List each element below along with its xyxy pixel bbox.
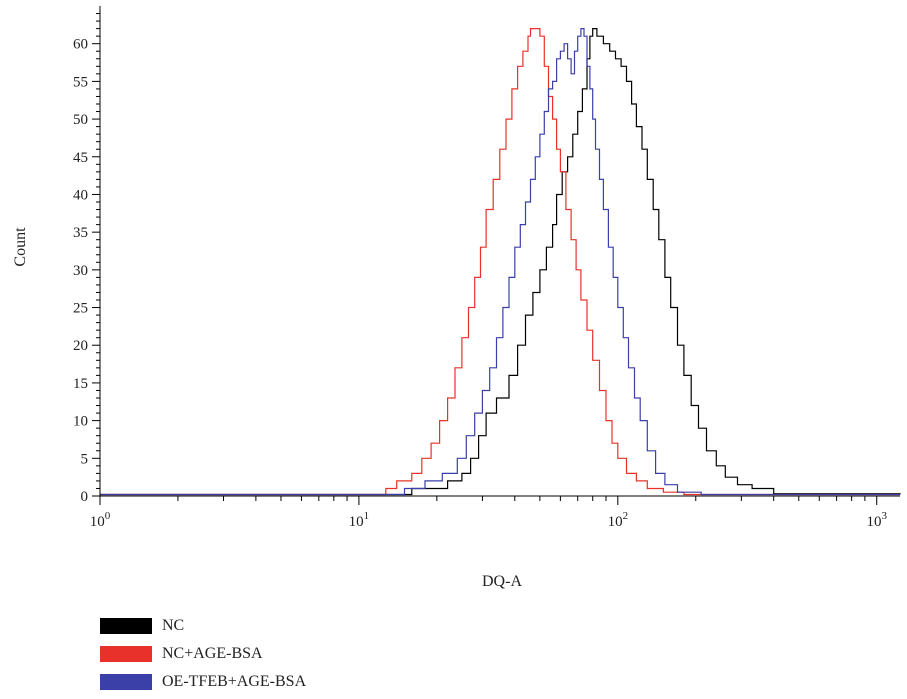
y-tick-label: 50	[73, 112, 88, 128]
legend-swatch-nc	[100, 618, 152, 634]
legend-item-oe-tfeb-age-bsa: OE-TFEB+AGE-BSA	[100, 668, 306, 696]
y-tick-label: 25	[73, 301, 88, 317]
y-tick-label: 35	[73, 225, 88, 241]
flow-histogram-chart: 0 5 10 15 20 25 30 35 40 45 50 55 60 100 101 102 103 Cou…	[12, 6, 901, 590]
legend-label-nc-age-bsa: NC+AGE-BSA	[162, 645, 263, 662]
legend-swatch-nc-age-bsa	[100, 646, 152, 662]
series-line-nc-age-bsa	[100, 28, 900, 496]
y-tick-label: 55	[73, 74, 88, 90]
y-tick-label: 15	[73, 376, 88, 392]
series-layer	[100, 28, 901, 496]
legend-item-nc-age-bsa: NC+AGE-BSA	[100, 640, 306, 668]
y-tick-label: 0	[81, 489, 89, 505]
x-tick-label: 102	[608, 510, 629, 530]
legend-item-nc: NC	[100, 612, 306, 640]
y-tick-label: 45	[73, 150, 88, 166]
y-tick-label: 40	[73, 187, 88, 203]
y-axis-title: Count	[12, 227, 29, 267]
y-tick-label: 60	[73, 37, 88, 53]
x-axis-title: DQ-A	[482, 573, 522, 590]
y-tick-label: 10	[73, 414, 88, 430]
y-tick-label: 20	[73, 338, 88, 354]
axes-layer: 0 5 10 15 20 25 30 35 40 45 50 55 60 100 101 102 103	[73, 6, 900, 530]
y-tick-label: 5	[81, 451, 89, 467]
y-tick-label: 30	[73, 263, 88, 279]
series-line-nc	[100, 28, 901, 496]
x-tick-label: 101	[349, 510, 370, 530]
series-line-oe-tfeb-age-bsa	[100, 28, 900, 496]
legend: NC NC+AGE-BSA OE-TFEB+AGE-BSA	[100, 612, 306, 696]
legend-swatch-oe-tfeb-age-bsa	[100, 674, 152, 690]
legend-label-nc: NC	[162, 617, 185, 634]
legend-label-oe-tfeb-age-bsa: OE-TFEB+AGE-BSA	[162, 673, 307, 690]
x-tick-label: 100	[90, 510, 111, 530]
x-tick-label: 103	[866, 510, 887, 530]
